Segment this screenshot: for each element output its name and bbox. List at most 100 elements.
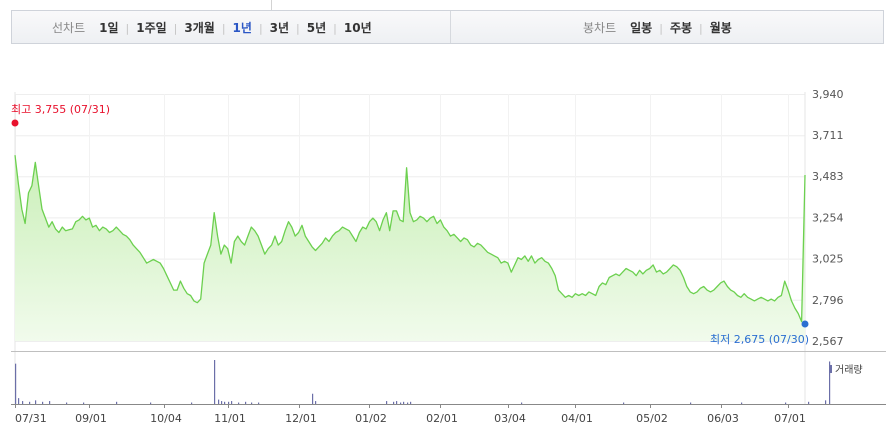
y-tick-label-1: 3,711 xyxy=(812,129,844,142)
y-axis-ticks: 3,940 3,711 3,483 3,254 3,025 2,796 2,567 xyxy=(812,88,844,348)
separator: | xyxy=(699,21,703,35)
volume-bar-30 xyxy=(410,401,412,404)
separator: | xyxy=(125,21,130,35)
x-tick-label-6: 02/01 xyxy=(426,412,458,425)
volume-bar-17 xyxy=(231,401,233,404)
y-tick-label-2: 3,483 xyxy=(812,170,844,183)
y-tick-label-6: 2,567 xyxy=(812,335,844,348)
volume-bar-7 xyxy=(66,402,68,404)
volume-bar-0 xyxy=(15,363,17,404)
volume-bar-29 xyxy=(407,402,409,404)
line-period-button-6[interactable]: 10년 xyxy=(343,20,372,35)
chart-period-toolbar: 선차트 1일 | 1주일 | 3개월 | 1년 | 3년 | 5년 | 10년 봉차트 일봉 | 주봉 | 월봉 xyxy=(11,10,884,44)
volume-bar-34 xyxy=(741,402,743,404)
volume-bar-4 xyxy=(35,400,37,404)
x-tick-label-8: 04/01 xyxy=(561,412,593,425)
volume-bar-23 xyxy=(315,401,317,404)
volume-bar-25 xyxy=(393,401,395,404)
x-tick-label-10: 06/03 xyxy=(707,412,739,425)
volume-bar-32 xyxy=(623,402,625,404)
volume-bars: 거래량 xyxy=(15,360,863,404)
volume-bar-20 xyxy=(251,402,253,404)
separator: | xyxy=(221,21,226,35)
x-tick-label-11: 07/01 xyxy=(774,412,806,425)
x-tick-label-4: 12/01 xyxy=(285,412,317,425)
min-marker-dot xyxy=(801,320,809,328)
volume-bar-24 xyxy=(386,401,388,404)
max-label: 최고 3,755 (07/31) xyxy=(11,103,110,116)
y-tick-label-0: 3,940 xyxy=(812,88,844,101)
line-chart-label: 선차트 xyxy=(52,20,86,35)
x-tick-label-2: 10/04 xyxy=(150,412,182,425)
y-tick-label-4: 3,025 xyxy=(812,253,844,266)
volume-bar-1 xyxy=(18,398,20,404)
separator: | xyxy=(258,21,263,35)
volume-bar-16 xyxy=(228,401,230,404)
x-axis-ticks: 07/31 09/01 10/04 11/01 12/01 01/02 02/01 03/04… xyxy=(15,404,806,425)
candle-period-button-0[interactable]: 일봉 xyxy=(630,20,653,35)
volume-bar-15 xyxy=(224,401,226,404)
x-tick-label-9: 05/02 xyxy=(636,412,668,425)
volume-bar-21 xyxy=(258,402,260,404)
line-period-button-2[interactable]: 3개월 xyxy=(184,20,215,35)
line-period-button-3[interactable]: 1년 xyxy=(232,20,252,35)
volume-bar-33 xyxy=(690,402,692,404)
separator: | xyxy=(333,21,337,35)
top-divider-line xyxy=(271,0,272,10)
chart-grid xyxy=(11,92,886,405)
y-tick-label-3: 3,254 xyxy=(812,211,844,224)
volume-bar-8 xyxy=(83,402,85,404)
candle-chart-label: 봉차트 xyxy=(583,20,617,35)
volume-bar-37 xyxy=(825,400,827,404)
extreme-markers: 최고 3,755 (07/31) 최저 2,675 (07/30) xyxy=(11,103,809,346)
x-tick-label-1: 09/01 xyxy=(75,412,107,425)
line-period-button-5[interactable]: 5년 xyxy=(306,20,327,35)
price-line xyxy=(14,155,806,323)
price-area xyxy=(14,155,806,341)
x-tick-label-5: 01/02 xyxy=(355,412,387,425)
volume-bar-9 xyxy=(116,401,118,404)
line-period-button-1[interactable]: 1주일 xyxy=(136,20,167,35)
volume-bar-31 xyxy=(521,402,523,404)
toolbar-divider xyxy=(450,11,451,43)
x-tick-label-0: 07/31 xyxy=(15,412,47,425)
volume-bar-10 xyxy=(150,402,152,404)
line-chart-group: 선차트 1일 | 1주일 | 3개월 | 1년 | 3년 | 5년 | 10년 xyxy=(52,11,372,43)
separator: | xyxy=(659,21,663,35)
min-label: 최저 2,675 (07/30) xyxy=(710,333,809,346)
volume-bar-27 xyxy=(400,402,402,404)
volume-legend-swatch xyxy=(830,365,832,373)
volume-bar-36 xyxy=(808,401,810,404)
candle-period-button-1[interactable]: 주봉 xyxy=(669,20,693,35)
line-period-button-4[interactable]: 3년 xyxy=(269,20,290,35)
volume-bar-22 xyxy=(312,393,314,404)
line-period-buttons: 1일 | 1주일 | 3개월 | 1년 | 3년 | 5년 | 10년 xyxy=(99,19,372,36)
volume-bar-18 xyxy=(238,402,240,404)
volume-legend-label: 거래량 xyxy=(835,364,863,376)
volume-bar-3 xyxy=(29,401,31,404)
volume-bar-35 xyxy=(785,402,787,404)
volume-bar-6 xyxy=(49,401,51,404)
volume-bar-13 xyxy=(218,399,220,404)
candle-period-button-2[interactable]: 월봉 xyxy=(709,20,732,35)
volume-bar-14 xyxy=(221,401,223,404)
candle-period-buttons: 일봉 | 주봉 | 월봉 xyxy=(630,19,732,36)
volume-bar-28 xyxy=(403,401,405,404)
separator: | xyxy=(296,21,300,35)
price-area-fill xyxy=(15,155,805,341)
volume-bar-11 xyxy=(191,402,193,404)
volume-bar-26 xyxy=(396,401,398,404)
y-tick-label-5: 2,796 xyxy=(812,294,844,307)
x-tick-label-3: 11/01 xyxy=(214,412,246,425)
volume-bar-19 xyxy=(245,401,247,404)
volume-bar-12 xyxy=(214,360,216,404)
max-marker-dot xyxy=(11,119,19,127)
candle-chart-group: 봉차트 일봉 | 주봉 | 월봉 xyxy=(583,11,732,43)
separator: | xyxy=(173,21,178,35)
line-period-button-0[interactable]: 1일 xyxy=(99,20,119,35)
volume-bar-5 xyxy=(42,401,44,404)
x-tick-label-7: 03/04 xyxy=(494,412,526,425)
volume-bar-38 xyxy=(829,361,831,404)
volume-bar-2 xyxy=(22,401,24,404)
